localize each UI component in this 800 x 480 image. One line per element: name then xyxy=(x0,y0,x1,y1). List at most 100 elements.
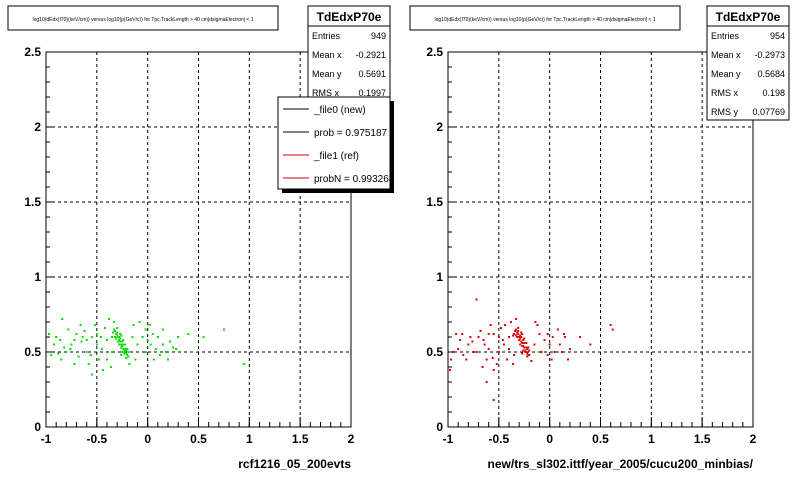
data-point xyxy=(65,351,68,353)
data-point xyxy=(120,334,123,337)
data-point xyxy=(551,336,554,338)
data-point xyxy=(526,355,529,358)
data-point xyxy=(569,348,571,350)
data-point xyxy=(118,336,121,338)
legend-label: _file0 (new) xyxy=(313,105,366,116)
data-point xyxy=(127,355,130,358)
legend: _file0 (new) prob = 0.975187 _file1 (ref) p… xyxy=(277,96,395,193)
data-point xyxy=(528,349,531,352)
data-point xyxy=(479,330,482,332)
data-point xyxy=(141,336,144,338)
data-point xyxy=(589,343,592,346)
data-point xyxy=(125,349,128,352)
data-point xyxy=(90,373,93,376)
data-point xyxy=(123,352,126,355)
x-tick-label: 0.5 xyxy=(190,432,207,446)
data-point xyxy=(455,333,458,335)
x-tick-label: 0 xyxy=(144,432,151,446)
data-point xyxy=(521,342,524,344)
data-point xyxy=(505,358,508,361)
x-tick-label: -1 xyxy=(41,432,52,446)
data-point xyxy=(475,298,478,301)
data-point xyxy=(106,358,108,361)
data-point xyxy=(119,340,122,343)
data-point xyxy=(501,339,504,341)
data-point xyxy=(57,352,60,355)
data-point xyxy=(461,333,464,335)
y-tick-label: 0.5 xyxy=(24,345,41,359)
data-point xyxy=(100,348,103,350)
data-point xyxy=(485,358,488,361)
data-point xyxy=(546,354,549,356)
y-tick-label: 0 xyxy=(34,420,41,434)
data-point xyxy=(462,354,465,356)
data-point xyxy=(523,346,526,349)
data-point xyxy=(516,331,519,334)
y-tick-label: 0.5 xyxy=(426,345,443,359)
data-point xyxy=(526,352,529,355)
data-point xyxy=(144,328,147,331)
data-point xyxy=(164,351,167,353)
data-point xyxy=(520,336,523,338)
y-tick-label: 1.5 xyxy=(426,195,443,209)
data-point xyxy=(487,333,490,335)
data-point xyxy=(113,321,116,323)
data-point xyxy=(124,343,127,346)
data-point xyxy=(111,336,114,338)
data-point xyxy=(449,369,452,371)
x-tick-label: 1 xyxy=(648,432,655,446)
y-tick-label: 2 xyxy=(34,120,41,134)
data-point xyxy=(519,343,522,346)
data-point xyxy=(520,331,523,334)
data-point xyxy=(492,333,495,335)
data-point xyxy=(120,343,123,346)
data-point xyxy=(467,343,470,346)
data-point xyxy=(521,345,524,347)
data-point xyxy=(517,333,520,335)
data-point xyxy=(459,339,462,341)
x-tick-label: -0.5 xyxy=(86,432,107,446)
data-point xyxy=(124,348,127,350)
data-point xyxy=(527,346,530,349)
data-point xyxy=(148,324,151,326)
data-point xyxy=(110,366,113,368)
x-tick-label: 1 xyxy=(246,432,253,446)
stats-box: TdEdxP70e Entries 954 Mean x -0.2973 Mean y 0… xyxy=(706,5,790,121)
data-point xyxy=(120,346,123,349)
stats-label: Mean x xyxy=(711,50,741,60)
data-point xyxy=(560,351,563,353)
data-point xyxy=(477,336,480,338)
data-point xyxy=(521,352,524,355)
data-point xyxy=(517,327,520,329)
legend-label: prob = 0.975187 xyxy=(314,128,388,139)
data-point xyxy=(70,343,73,346)
stats-value: 0.07769 xyxy=(752,107,785,117)
data-point xyxy=(482,339,485,341)
data-point xyxy=(519,337,522,340)
data-point xyxy=(522,345,525,347)
scatter-points xyxy=(449,298,614,401)
data-point xyxy=(55,336,58,338)
data-point xyxy=(99,336,102,338)
data-point xyxy=(117,336,120,338)
data-point xyxy=(485,381,488,383)
data-point xyxy=(106,339,108,341)
x-axis-ticks: -1 -0.5 0 0.5 1 1.5 2 xyxy=(41,417,355,446)
data-point xyxy=(136,343,139,346)
data-point xyxy=(515,318,518,320)
data-point xyxy=(120,354,123,356)
data-point xyxy=(515,334,518,337)
data-point xyxy=(89,354,92,356)
data-point xyxy=(450,358,453,361)
data-point xyxy=(222,328,225,331)
y-tick-label: 2.5 xyxy=(24,45,41,59)
scatter-points xyxy=(48,318,246,376)
stats-value: 954 xyxy=(770,31,785,41)
data-point xyxy=(487,348,490,350)
x-tick-label: 2 xyxy=(750,432,757,446)
data-point xyxy=(114,330,117,332)
legend-label: probN = 0.993268 xyxy=(314,174,395,185)
data-point xyxy=(510,321,513,323)
stats-value: 0.198 xyxy=(762,88,785,98)
title-box xyxy=(7,5,279,31)
